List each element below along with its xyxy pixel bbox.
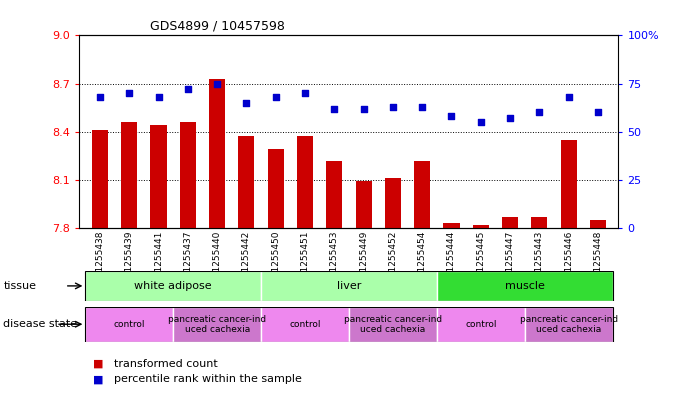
Point — [504, 115, 515, 121]
Bar — [560, 140, 577, 228]
Point — [182, 86, 193, 92]
Point — [241, 99, 252, 106]
Text: control: control — [290, 320, 321, 329]
Text: GDS4899 / 10457598: GDS4899 / 10457598 — [149, 20, 285, 33]
Text: control: control — [113, 320, 145, 329]
Bar — [121, 122, 138, 228]
Bar — [590, 220, 606, 228]
Bar — [209, 79, 225, 228]
Bar — [473, 225, 489, 228]
Text: liver: liver — [337, 281, 361, 291]
Text: ■: ■ — [93, 358, 104, 369]
Text: muscle: muscle — [504, 281, 545, 291]
Text: pancreatic cancer-ind
uced cachexia: pancreatic cancer-ind uced cachexia — [344, 314, 442, 334]
Bar — [85, 307, 173, 342]
Bar — [437, 307, 524, 342]
Point — [299, 90, 310, 96]
Bar — [385, 178, 401, 228]
Point — [592, 109, 603, 116]
Bar — [326, 160, 342, 228]
Text: disease state: disease state — [3, 319, 77, 329]
Text: transformed count: transformed count — [114, 358, 218, 369]
Bar — [85, 271, 261, 301]
Bar — [297, 136, 313, 228]
Point — [329, 105, 340, 112]
Point — [358, 105, 369, 112]
Text: pancreatic cancer-ind
uced cachexia: pancreatic cancer-ind uced cachexia — [520, 314, 618, 334]
Text: control: control — [465, 320, 497, 329]
Text: tissue: tissue — [3, 281, 37, 291]
Point — [211, 80, 223, 86]
Bar — [261, 307, 349, 342]
Text: ■: ■ — [93, 374, 104, 384]
Point — [446, 113, 457, 119]
Bar — [437, 271, 613, 301]
Bar — [502, 217, 518, 228]
Point — [475, 119, 486, 125]
Bar — [356, 182, 372, 228]
Bar — [349, 307, 437, 342]
Bar — [238, 136, 254, 228]
Bar — [151, 125, 167, 228]
Text: white adipose: white adipose — [134, 281, 212, 291]
Point — [534, 109, 545, 116]
Point — [124, 90, 135, 96]
Bar — [524, 307, 613, 342]
Point — [563, 94, 574, 100]
Text: pancreatic cancer-ind
uced cachexia: pancreatic cancer-ind uced cachexia — [168, 314, 266, 334]
Point — [270, 94, 281, 100]
Bar — [173, 307, 261, 342]
Bar — [180, 122, 196, 228]
Bar — [444, 223, 460, 228]
Bar — [92, 130, 108, 228]
Text: percentile rank within the sample: percentile rank within the sample — [114, 374, 302, 384]
Bar — [531, 217, 547, 228]
Point — [417, 103, 428, 110]
Point — [153, 94, 164, 100]
Point — [95, 94, 106, 100]
Bar — [414, 160, 430, 228]
Bar — [261, 271, 437, 301]
Bar — [267, 149, 284, 228]
Point — [388, 103, 399, 110]
